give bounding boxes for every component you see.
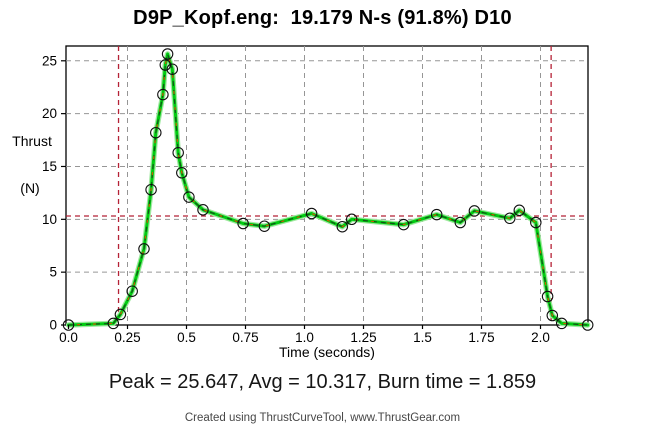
data-point-marker (336, 220, 349, 233)
x-tick-label: 0.0 (59, 330, 78, 345)
axis-ticks (61, 60, 542, 329)
data-point-marker (555, 317, 568, 330)
credit-line: Created using ThrustCurveTool, www.Thrus… (184, 412, 461, 424)
data-point-marker (468, 205, 481, 217)
x-tick-label: 1.0 (295, 330, 314, 345)
data-point-marker (138, 243, 150, 255)
chart-title: D9P_Kopf.eng: 19.179 N-s (91.8%) D10 (133, 7, 512, 29)
data-point-marker (161, 48, 174, 60)
data-point-marker (397, 218, 410, 231)
data-point-marker (546, 309, 559, 322)
stats-line: Peak = 25.647, Avg = 10.317, Burn time =… (108, 371, 537, 393)
data-point-marker (541, 290, 554, 303)
tick-labels: 0.0 0.25 0.5 0.75 1.0 1.25 1.5 1.75 2.0 0 5 10 15 20 2… (42, 53, 550, 345)
x-tick-label: 0.25 (114, 330, 140, 345)
x-axis-label: Time (seconds) (279, 344, 375, 360)
data-point-marker (237, 217, 249, 230)
data-point-marker (530, 216, 542, 229)
data-point-marker (150, 126, 162, 139)
y-axis-label-line2: (N) (20, 180, 39, 196)
data-point-marker (305, 207, 318, 220)
data-point-markers (62, 48, 594, 331)
data-point-marker (197, 204, 209, 216)
data-point-marker (126, 285, 138, 297)
data-point-marker (581, 319, 594, 331)
data-point-marker (114, 308, 127, 321)
thrust-curve-chart: 0.0 0.25 0.5 0.75 1.0 1.25 1.5 1.75 2.0 0 5 10 15 20 2… (12, 45, 594, 360)
data-point-marker (504, 212, 516, 225)
data-point-marker (176, 167, 188, 179)
y-tick-label: 0 (49, 318, 57, 333)
y-tick-label: 10 (42, 212, 57, 227)
y-tick-label: 5 (49, 265, 57, 280)
x-tick-label: 1.75 (468, 330, 494, 345)
data-point-marker (513, 204, 526, 217)
y-tick-label: 25 (42, 53, 57, 68)
x-tick-label: 0.75 (232, 330, 258, 345)
data-point-marker (430, 208, 443, 221)
x-tick-label: 1.5 (413, 330, 432, 345)
thrust-curve (65, 51, 591, 328)
data-point-marker (183, 191, 195, 203)
data-point-marker (345, 213, 358, 226)
data-point-marker (157, 88, 169, 101)
data-point-marker (159, 59, 172, 71)
plot-area (65, 45, 589, 326)
y-tick-label: 15 (42, 159, 57, 174)
y-tick-label: 20 (42, 106, 57, 121)
data-point-marker (166, 63, 179, 75)
x-tick-label: 2.0 (531, 330, 550, 345)
data-point-marker (107, 317, 120, 330)
y-axis-label-line1: Thrust (12, 133, 52, 149)
data-point-marker (454, 216, 467, 229)
gridlines (66, 46, 588, 325)
x-tick-label: 1.25 (350, 330, 376, 345)
axis-titles: Thrust (N) Time (seconds) (12, 133, 375, 360)
data-point-marker (145, 183, 157, 196)
data-point-marker (172, 146, 184, 159)
x-tick-label: 0.5 (177, 330, 196, 345)
data-point-marker (258, 220, 271, 232)
